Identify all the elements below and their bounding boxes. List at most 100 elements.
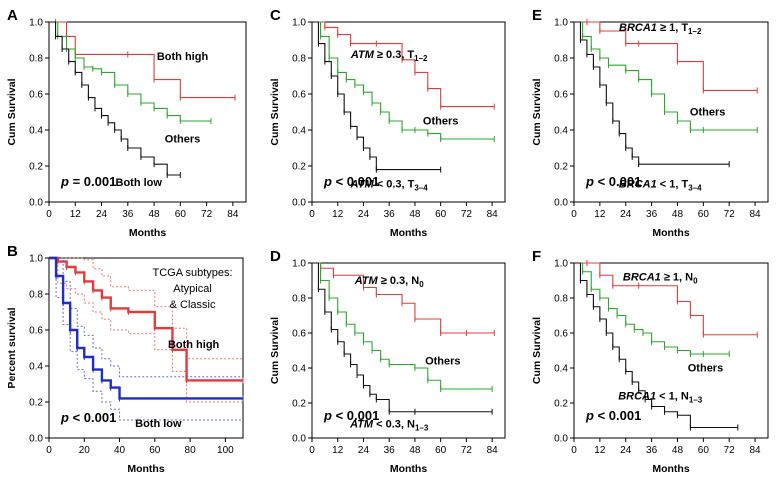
y-tick-label: 0.8 [29, 54, 43, 65]
y-tick-label: 0.8 [554, 54, 568, 65]
plot-frame [48, 21, 247, 203]
x-tick-label: 48 [672, 445, 684, 456]
y-tick-label: 0.6 [554, 90, 568, 101]
curve-label: Both low [116, 177, 163, 189]
x-tick-label: 48 [409, 445, 421, 456]
curve-label: ATM ≥ 0.3, N0 [354, 275, 425, 289]
x-tick-label: 12 [594, 445, 606, 456]
y-tick-label: 1.0 [29, 254, 43, 265]
x-tick-label: 60 [149, 445, 161, 456]
p-value-label: p < 0.001 [60, 410, 116, 425]
curve-label: BRCA1 < 1, T3–4 [619, 179, 702, 193]
panel-d: D 0 12 24 36 48 60 72 84 0.0 0.2 0.4 0.6 0.8 1.0 Months… [269, 248, 506, 475]
y-tick-label: 1.0 [292, 259, 306, 270]
y-tick-label: 0.4 [292, 126, 306, 137]
y-axis-title: Cum Survival [269, 317, 281, 384]
y-axis-title: Cum Survival [269, 78, 281, 145]
y-axis-title: Cum Survival [6, 78, 18, 145]
y-tick-label: 0.0 [292, 434, 306, 445]
y-tick-label: 0.0 [29, 434, 43, 445]
x-tick-label: 12 [332, 209, 344, 220]
plot-frame [311, 262, 506, 439]
plot-frame [311, 21, 506, 203]
y-tick-label: 0.2 [292, 162, 306, 173]
curve-label: BRCA1 ≥ 1, T1–2 [619, 22, 702, 36]
survival-curve [49, 21, 236, 99]
panel-letter: B [7, 243, 18, 260]
survival-curve [312, 262, 493, 390]
survival-curve [312, 21, 495, 108]
x-tick-label: 24 [96, 209, 108, 220]
y-tick-label: 0.0 [292, 198, 306, 209]
x-tick-label: 24 [620, 445, 632, 456]
panel-b: B 0 20 40 60 80 100 0.0 0.2 0.4 0.6 0.8 1.0 Months Per… [6, 243, 244, 475]
y-tick-label: 0.2 [554, 399, 568, 410]
panel-letter: D [270, 248, 281, 265]
panel-letter: E [532, 7, 542, 24]
x-tick-label: 72 [461, 209, 473, 220]
p-value-label: p = 0.001 [60, 174, 116, 189]
y-tick-label: 0.8 [554, 294, 568, 305]
survival-curve [574, 262, 738, 429]
curve-label: Others [165, 134, 200, 146]
x-axis-title: Months [652, 227, 689, 239]
panel-a: A 0 12 24 36 48 60 72 84 0.0 0.2 0.4 0.6 0.8 1.0 Months… [6, 7, 247, 239]
subtype-title-line: & Classic [170, 299, 216, 311]
y-axis-title: Cum Survival [531, 78, 543, 145]
survival-curve [574, 21, 758, 131]
curve-label: Others [425, 356, 460, 368]
y-axis-title: Cum Survival [531, 317, 543, 384]
x-tick-label: 0 [46, 445, 52, 456]
x-tick-label: 60 [698, 445, 710, 456]
panel-c: C 0 12 24 36 48 60 72 84 0.0 0.2 0.4 0.6 0.8 1.0 Months… [269, 7, 506, 239]
y-tick-label: 0.6 [29, 326, 43, 337]
x-tick-label: 60 [698, 209, 710, 220]
y-tick-label: 0.0 [554, 198, 568, 209]
plot-frame [573, 21, 769, 203]
y-tick-label: 1.0 [554, 259, 568, 270]
survival-curve [574, 262, 758, 336]
y-tick-label: 0.2 [29, 162, 43, 173]
x-tick-label: 100 [217, 445, 234, 456]
y-tick-label: 0.8 [292, 294, 306, 305]
y-tick-label: 0.6 [292, 90, 306, 101]
x-tick-label: 72 [724, 209, 736, 220]
x-tick-label: 84 [487, 445, 499, 456]
x-tick-label: 12 [332, 445, 344, 456]
y-tick-label: 1.0 [554, 18, 568, 29]
x-tick-label: 36 [122, 209, 134, 220]
curve-label: ATM ≥ 0.3, T1–2 [350, 49, 428, 63]
panel-letter: A [7, 7, 18, 24]
survival-curve [312, 262, 495, 334]
x-tick-label: 48 [672, 209, 684, 220]
x-tick-label: 48 [149, 209, 161, 220]
x-tick-label: 60 [435, 445, 447, 456]
y-tick-label: 0.0 [29, 198, 43, 209]
x-tick-label: 84 [227, 209, 239, 220]
x-tick-label: 0 [309, 209, 315, 220]
x-tick-label: 72 [461, 445, 473, 456]
x-axis-title: Months [129, 227, 166, 239]
survival-curve [312, 21, 495, 140]
y-tick-label: 0.0 [554, 434, 568, 445]
x-tick-label: 40 [114, 445, 126, 456]
x-tick-label: 84 [750, 445, 762, 456]
panel-e: E 0 12 24 36 48 60 72 84 0.0 0.2 0.4 0.6 0.8 1.0 Months… [531, 7, 769, 239]
x-tick-label: 72 [201, 209, 213, 220]
curve-label: Others [690, 107, 725, 119]
y-tick-label: 0.2 [554, 162, 568, 173]
x-axis-title: Months [652, 463, 689, 475]
survival-curve [574, 21, 730, 165]
x-tick-label: 0 [309, 445, 315, 456]
plot-frame [573, 262, 769, 439]
survival-curve [49, 21, 181, 176]
y-tick-label: 0.8 [292, 54, 306, 65]
p-value-label: p < 0.001 [585, 408, 641, 423]
y-tick-label: 0.2 [29, 398, 43, 409]
curve-label: BRCA1 ≥ 1, N0 [623, 272, 698, 286]
survival-curve [49, 256, 243, 400]
y-tick-label: 0.4 [29, 126, 43, 137]
y-tick-label: 0.6 [29, 90, 43, 101]
curve-label: Others [688, 363, 723, 375]
p-value-label: p < 0.001 [585, 174, 641, 189]
